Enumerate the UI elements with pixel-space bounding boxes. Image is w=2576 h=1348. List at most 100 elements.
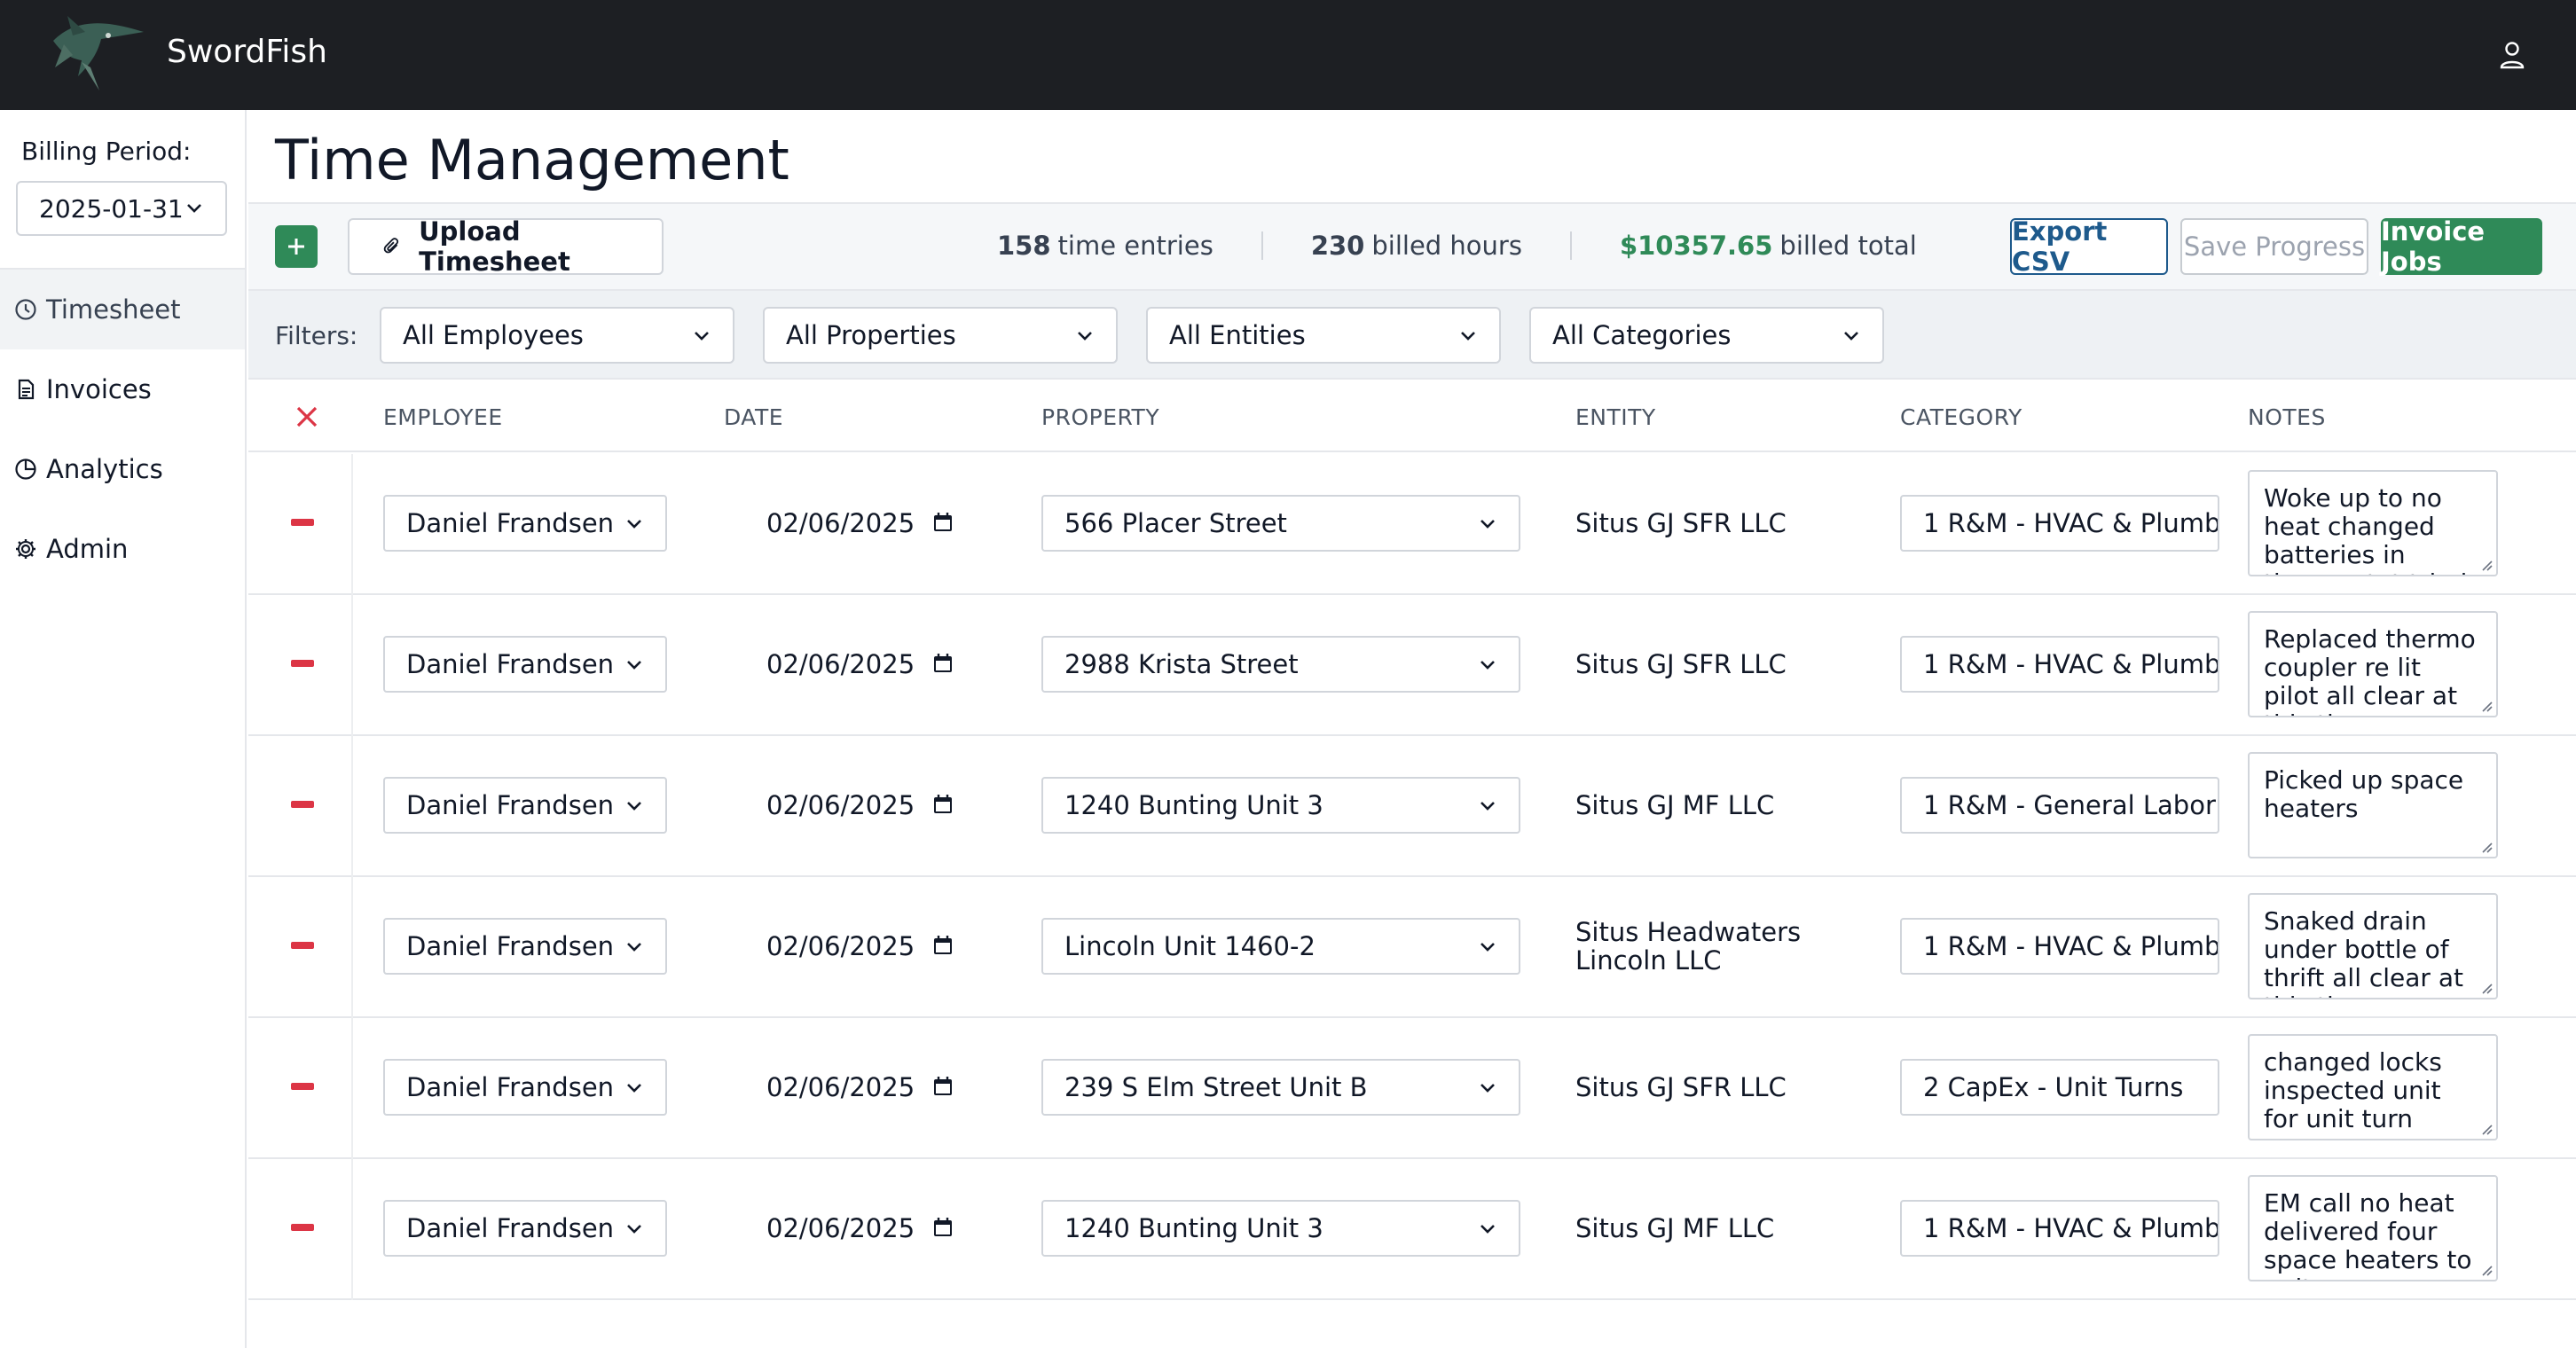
notes-textarea[interactable]: changed locks inspected unit for unit tu…	[2248, 1034, 2498, 1140]
resize-grip-icon[interactable]	[2480, 841, 2493, 853]
sidebar-item-timesheet[interactable]: Timesheet	[0, 270, 245, 349]
invoice-jobs-button[interactable]: Invoice Jobs	[2381, 216, 2542, 277]
entity-value: Situs Headwaters Lincoln LLC	[1575, 917, 1802, 976]
upload-timesheet-button[interactable]: Upload Timesheet	[348, 216, 664, 277]
column-header-date[interactable]: DATE	[724, 404, 784, 430]
document-icon	[18, 379, 35, 400]
date-input[interactable]: 02/06/2025	[745, 1200, 976, 1257]
calendar-icon[interactable]	[931, 1216, 954, 1239]
filters-bar: Filters: All Employees All Properties Al…	[248, 291, 2576, 380]
date-value: 02/06/2025	[766, 931, 915, 961]
date-value: 02/06/2025	[766, 1072, 915, 1102]
billing-period-select[interactable]: 2025-01-31	[16, 181, 227, 236]
notes-textarea[interactable]: Replaced thermo coupler re lit pilot all…	[2248, 611, 2498, 717]
calendar-icon[interactable]	[931, 793, 954, 816]
category-select[interactable]: 1 R&M - HVAC & Plumbing	[1900, 495, 2219, 552]
table-row: Daniel Frandsen 02/06/2025 1240 Bunting …	[248, 736, 2576, 877]
date-input[interactable]: 02/06/2025	[745, 1059, 976, 1116]
top-navbar: SwordFish	[0, 0, 2576, 110]
employee-value: Daniel Frandsen	[406, 1072, 615, 1102]
remove-row-button[interactable]	[291, 660, 314, 667]
remove-row-button[interactable]	[291, 801, 314, 808]
calendar-icon[interactable]	[931, 1075, 954, 1098]
column-header-notes[interactable]: NOTES	[2248, 404, 2326, 430]
stats-divider	[1569, 231, 1572, 260]
chevron-down-icon	[1844, 332, 1858, 341]
resize-grip-icon[interactable]	[2480, 559, 2493, 571]
sidebar-item-admin[interactable]: Admin	[0, 509, 245, 589]
save-progress-button[interactable]: Save Progress	[2180, 218, 2368, 275]
property-select[interactable]: 1240 Bunting Unit 3	[1041, 777, 1520, 834]
chevron-down-icon	[1480, 661, 1495, 670]
remove-row-button[interactable]	[291, 1224, 314, 1231]
notes-textarea[interactable]: Snaked drain under bottle of thrift all …	[2248, 893, 2498, 999]
category-select[interactable]: 1 R&M - HVAC & Plumbing	[1900, 918, 2219, 975]
clock-icon	[15, 299, 36, 320]
column-header-entity[interactable]: ENTITY	[1575, 404, 1656, 430]
chevron-down-icon	[187, 204, 201, 213]
date-input[interactable]: 02/06/2025	[745, 495, 976, 552]
row-divider	[351, 1159, 353, 1300]
property-value: 1240 Bunting Unit 3	[1064, 1213, 1323, 1243]
calendar-icon[interactable]	[931, 652, 954, 675]
chevron-down-icon	[627, 802, 641, 811]
employee-select[interactable]: Daniel Frandsen	[383, 777, 667, 834]
date-input[interactable]: 02/06/2025	[745, 777, 976, 834]
property-select[interactable]: 239 S Elm Street Unit B	[1041, 1059, 1520, 1116]
notes-value: Replaced thermo coupler re lit pilot all…	[2264, 624, 2476, 717]
remove-row-button[interactable]	[291, 519, 314, 526]
employee-filter-select[interactable]: All Employees	[380, 307, 734, 364]
category-select[interactable]: 1 R&M - HVAC & Plumbing	[1900, 1200, 2219, 1257]
column-header-category[interactable]: CATEGORY	[1900, 404, 2022, 430]
category-select[interactable]: 1 R&M - General Labor	[1900, 777, 2219, 834]
employee-select[interactable]: Daniel Frandsen	[383, 918, 667, 975]
clear-all-icon[interactable]	[291, 401, 323, 433]
paperclip-icon	[383, 238, 399, 254]
date-input[interactable]: 02/06/2025	[745, 918, 976, 975]
sidebar-item-invoices[interactable]: Invoices	[0, 349, 245, 429]
stats-divider	[1261, 231, 1263, 260]
remove-row-button[interactable]	[291, 942, 314, 949]
property-select[interactable]: 2988 Krista Street	[1041, 636, 1520, 693]
category-filter-select[interactable]: All Categories	[1529, 307, 1884, 364]
sidebar-item-analytics[interactable]: Analytics	[0, 429, 245, 509]
calendar-icon[interactable]	[931, 934, 954, 957]
sidebar-item-label: Invoices	[46, 374, 152, 404]
notes-value: Woke up to no heat changed batteries in …	[2264, 483, 2467, 576]
export-csv-button[interactable]: Export CSV	[2010, 216, 2168, 277]
category-select[interactable]: 2 CapEx - Unit Turns	[1900, 1059, 2219, 1116]
column-header-employee[interactable]: EMPLOYEE	[383, 404, 503, 430]
column-header-property[interactable]: PROPERTY	[1041, 404, 1160, 430]
category-select[interactable]: 1 R&M - HVAC & Plumbing	[1900, 636, 2219, 693]
notes-textarea[interactable]: Picked up space heaters	[2248, 752, 2498, 858]
employee-select[interactable]: Daniel Frandsen	[383, 636, 667, 693]
remove-row-button[interactable]	[291, 1083, 314, 1090]
property-select[interactable]: Lincoln Unit 1460-2	[1041, 918, 1520, 975]
entity-value: Situs GJ SFR LLC	[1575, 649, 1787, 679]
user-icon[interactable]	[2494, 37, 2530, 73]
notes-textarea[interactable]: Woke up to no heat changed batteries in …	[2248, 470, 2498, 576]
employee-select[interactable]: Daniel Frandsen	[383, 495, 667, 552]
property-select[interactable]: 566 Placer Street	[1041, 495, 1520, 552]
property-filter-select[interactable]: All Properties	[763, 307, 1118, 364]
sidebar-item-label: Timesheet	[46, 294, 181, 325]
employee-select[interactable]: Daniel Frandsen	[383, 1059, 667, 1116]
page-title: Time Management	[275, 128, 789, 192]
category-value: 1 R&M - HVAC & Plumbing	[1923, 931, 2219, 961]
category-value: 1 R&M - HVAC & Plumbing	[1923, 508, 2219, 538]
sidebar-item-label: Admin	[46, 534, 129, 564]
notes-textarea[interactable]: EM call no heat delivered four space hea…	[2248, 1175, 2498, 1281]
resize-grip-icon[interactable]	[2480, 1123, 2493, 1135]
calendar-icon[interactable]	[931, 511, 954, 534]
resize-grip-icon[interactable]	[2480, 700, 2493, 712]
resize-grip-icon[interactable]	[2480, 1264, 2493, 1276]
billed-total-amount: $10357.65	[1619, 231, 1773, 261]
employee-select[interactable]: Daniel Frandsen	[383, 1200, 667, 1257]
entity-filter-select[interactable]: All Entities	[1146, 307, 1501, 364]
property-select[interactable]: 1240 Bunting Unit 3	[1041, 1200, 1520, 1257]
table-row: Daniel Frandsen 02/06/2025 566 Placer St…	[248, 454, 2576, 595]
add-entry-button[interactable]	[275, 225, 318, 268]
chevron-down-icon	[627, 1084, 641, 1093]
resize-grip-icon[interactable]	[2480, 982, 2493, 994]
date-input[interactable]: 02/06/2025	[745, 636, 976, 693]
